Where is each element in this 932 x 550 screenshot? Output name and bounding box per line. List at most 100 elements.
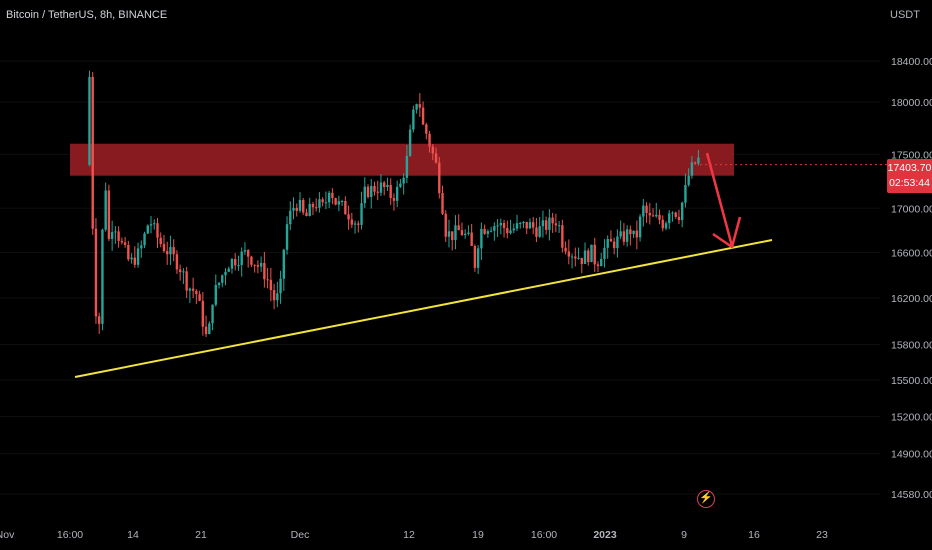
support-trendline[interactable] xyxy=(74,239,773,378)
candle-body xyxy=(266,279,269,281)
chart-title: Bitcoin / TetherUS, 8h, BINANCE xyxy=(6,9,168,21)
candle-body xyxy=(470,232,473,246)
candle-body xyxy=(557,225,561,227)
candle-body xyxy=(383,182,386,188)
candle-body xyxy=(279,278,282,294)
candle-body xyxy=(324,202,328,204)
candle-body xyxy=(399,183,402,187)
x-tick-label: 9 xyxy=(681,529,687,541)
candle-body xyxy=(302,199,305,213)
candle-body xyxy=(269,279,273,291)
price-axis[interactable]: 18400.00 18000.00 17500.00 17000.00 16600.00… xyxy=(891,56,932,501)
y-tick-label: 15800.00 xyxy=(891,339,932,351)
candle-body xyxy=(580,257,583,264)
candle-body xyxy=(463,233,467,236)
x-tick-label: 16 xyxy=(748,529,760,541)
candle-body xyxy=(376,191,379,193)
candle-body xyxy=(402,177,405,184)
candle-body xyxy=(668,213,671,224)
candle-body xyxy=(645,205,648,214)
candle-body xyxy=(292,207,295,211)
lightning-icon[interactable]: ⚡ xyxy=(697,490,715,508)
candle-body xyxy=(438,162,441,194)
candle-body xyxy=(489,230,493,232)
x-tick-label: 12 xyxy=(403,529,415,541)
candle-body xyxy=(441,193,444,214)
y-tick-label: 15500.00 xyxy=(891,375,932,387)
candle-body xyxy=(234,259,237,266)
candle-body xyxy=(182,271,185,273)
candle-body xyxy=(211,304,214,324)
projection-arrow[interactable] xyxy=(705,152,734,247)
candle-body xyxy=(344,200,347,215)
candle-body xyxy=(502,223,506,229)
candle-body xyxy=(616,236,619,249)
candle-body xyxy=(648,213,651,216)
candle-body xyxy=(554,223,558,226)
candle-body xyxy=(204,326,208,335)
candle-body xyxy=(256,265,260,267)
candle-body xyxy=(693,162,697,164)
candle-body xyxy=(483,228,486,234)
candle-body xyxy=(486,231,490,234)
candle-body xyxy=(357,223,360,225)
candle-body xyxy=(447,231,451,237)
candle-body xyxy=(94,228,98,317)
candle-body xyxy=(638,216,642,238)
candle-body xyxy=(564,247,567,252)
y-tick-label: 18000.00 xyxy=(891,97,932,109)
candle-body xyxy=(188,288,192,291)
candle-body xyxy=(405,155,409,178)
x-tick-label: 19 xyxy=(472,529,484,541)
candle-body xyxy=(567,251,571,257)
candle-body xyxy=(476,248,480,268)
time-axis[interactable]: Nov 16:00 14 21 Dec 12 19 16:00 2023 9 16 23 xyxy=(0,529,828,541)
candle-body xyxy=(159,237,162,245)
candle-body xyxy=(609,239,613,242)
candle-body xyxy=(107,190,111,239)
candle-body xyxy=(373,185,376,192)
candle-body xyxy=(217,282,221,286)
candle-body xyxy=(583,250,587,264)
candle-body xyxy=(473,245,477,268)
y-tick-label: 16200.00 xyxy=(891,293,932,305)
candle-body xyxy=(600,258,603,267)
candle-body xyxy=(457,225,460,231)
projection-arrowhead xyxy=(712,216,742,249)
candle-body xyxy=(444,213,447,237)
candle-body xyxy=(480,228,483,249)
candle-body xyxy=(350,219,354,225)
candle-body xyxy=(120,240,124,243)
candle-body xyxy=(149,224,153,226)
candle-body xyxy=(535,227,538,237)
resistance-zone[interactable] xyxy=(70,143,734,176)
candle-body xyxy=(127,244,130,260)
candle-body xyxy=(525,221,528,229)
x-tick-label: 21 xyxy=(195,529,207,541)
candle-body xyxy=(143,233,146,246)
x-tick-label: 16:00 xyxy=(531,529,557,541)
candle-body xyxy=(237,264,240,266)
candle-body xyxy=(117,231,120,241)
candle-body xyxy=(506,228,509,234)
candle-body xyxy=(593,244,596,265)
candle-body xyxy=(97,316,101,324)
candle-body xyxy=(162,244,166,252)
y-tick-label: 17000.00 xyxy=(891,203,932,215)
candle-body xyxy=(318,199,321,208)
candle-body xyxy=(684,184,687,203)
candle-body xyxy=(334,198,337,205)
candle-body xyxy=(146,225,149,234)
drawings xyxy=(74,152,887,378)
candle-body xyxy=(519,223,522,225)
candle-body xyxy=(551,217,554,224)
candle-body xyxy=(570,256,574,258)
candle-body xyxy=(418,104,422,108)
last-price-badge: 17403.70 02:53:44 xyxy=(887,159,932,193)
y-tick-label: 16600.00 xyxy=(891,248,932,260)
candle-body xyxy=(240,251,243,265)
candle-body xyxy=(590,244,593,263)
candle-body xyxy=(632,230,635,235)
